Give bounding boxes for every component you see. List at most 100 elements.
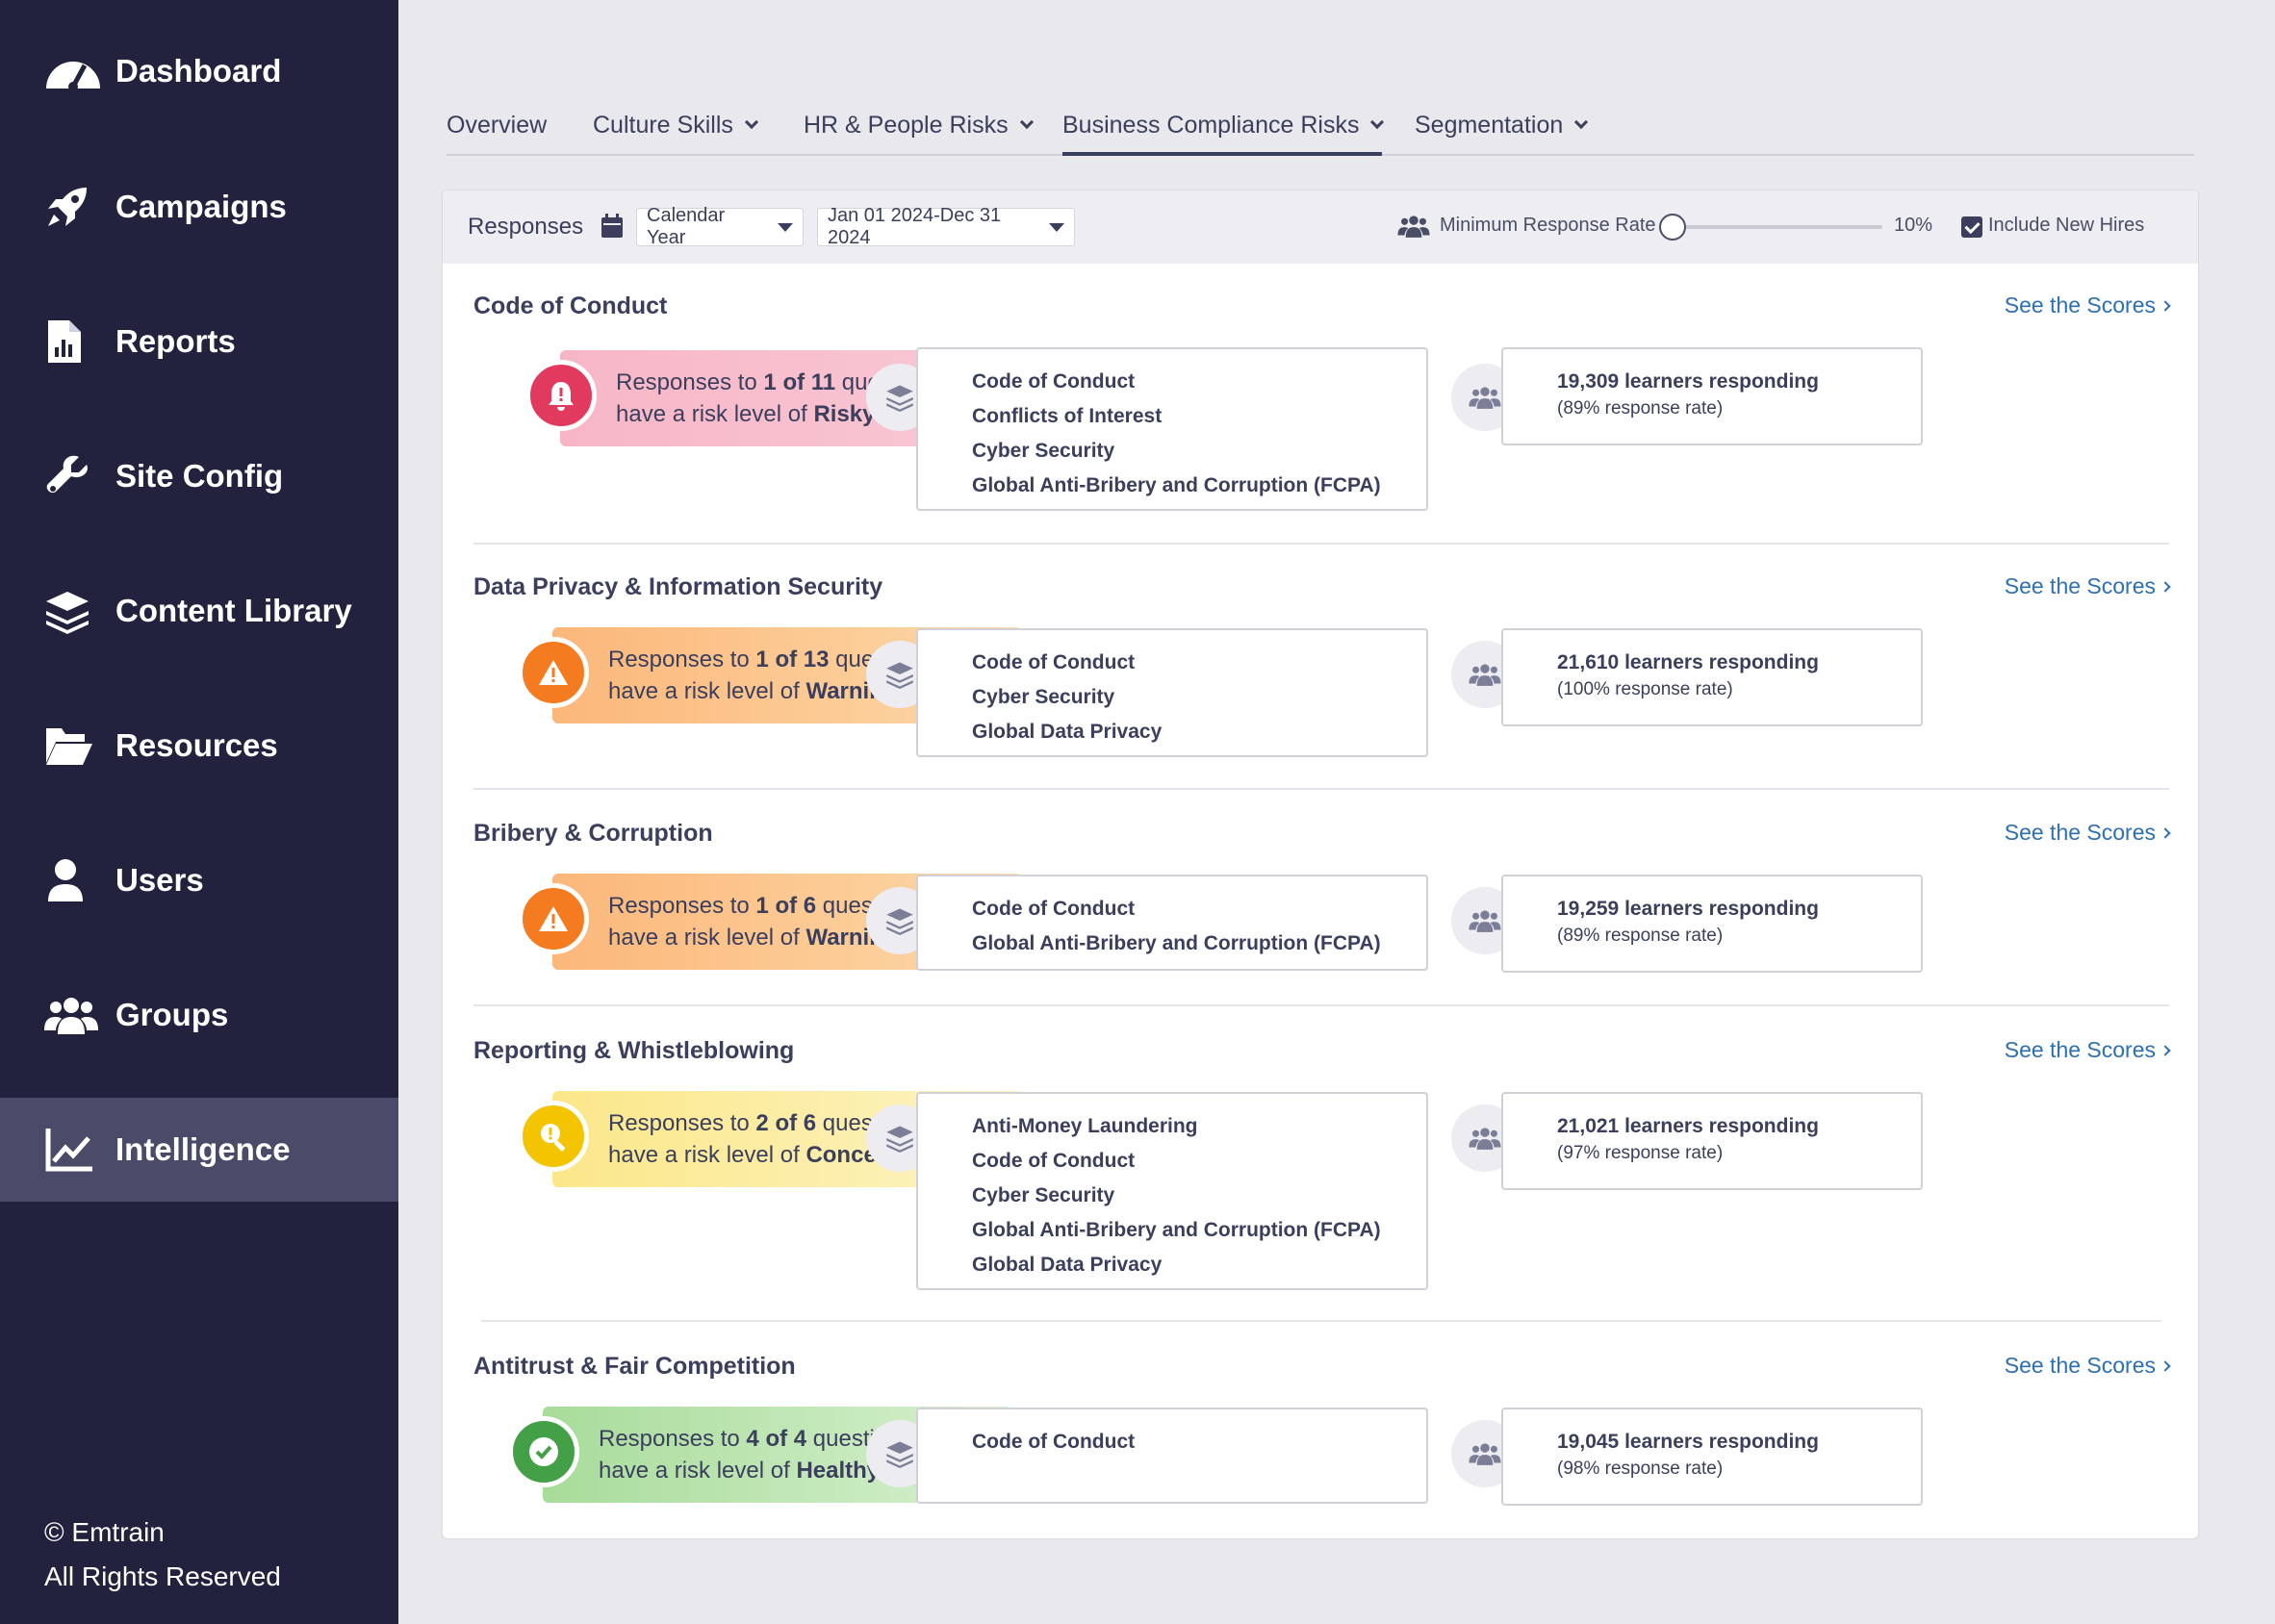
chevron-right-icon — [2160, 826, 2171, 839]
chevron-down-icon — [1574, 114, 1589, 130]
sidebar-item-reports[interactable]: Reports — [0, 290, 398, 393]
users-group-icon — [44, 989, 102, 1041]
search-magnifier-icon — [518, 1101, 589, 1172]
chevron-down-icon — [1370, 114, 1385, 130]
sidebar-item-site-config[interactable]: Site Config — [0, 424, 398, 528]
courses-card: Code of Conduct — [916, 1408, 1428, 1504]
section-title: Data Privacy & Information Security — [473, 573, 883, 600]
course-list: Code of Conduct Global Anti-Bribery and C… — [972, 898, 1381, 954]
include-new-hires-checkbox[interactable] — [1961, 216, 1982, 238]
tab-overview[interactable]: Overview — [447, 112, 548, 139]
see-scores-link[interactable]: See the Scores — [2005, 292, 2171, 318]
date-range-select[interactable]: Jan 01 2024-Dec 31 2024 — [817, 205, 1075, 248]
sidebar-item-groups[interactable]: Groups — [0, 963, 398, 1067]
sidebar-item-content-library[interactable]: Content Library — [0, 559, 398, 663]
sidebar-item-label: Users — [115, 862, 204, 898]
section-divider — [473, 788, 2169, 790]
sidebar-item-label: Dashboard — [115, 53, 282, 89]
filter-bar: Responses Calendar Year Jan 01 2024-Dec … — [443, 190, 2198, 264]
course-list: Code of Conduct Cyber Security Global Data… — [972, 651, 1163, 743]
course-list: Anti-Money Laundering Code of Conduct Cybe… — [972, 1115, 1381, 1276]
users-group-icon — [1397, 214, 1430, 239]
learners-card: 19,259 learners responding (89% response … — [1501, 875, 1923, 973]
compliance-panel: Responses Calendar Year Jan 01 2024-Dec … — [442, 190, 2199, 1539]
section-title: Reporting & Whistleblowing — [473, 1037, 795, 1064]
sidebar-item-campaigns[interactable]: Campaigns — [0, 155, 398, 259]
min-response-rate-label: Minimum Response Rate — [1440, 215, 1656, 236]
sidebar-item-label: Reports — [115, 323, 236, 359]
report-file-icon — [44, 316, 102, 368]
tab-segmentation[interactable]: Segmentation — [1415, 112, 1589, 156]
course-list: Code of Conduct — [972, 1431, 1136, 1453]
alarm-bell-icon — [525, 360, 597, 431]
tab-hr-people-risks[interactable]: HR & People Risks — [804, 112, 1034, 156]
courses-card: Code of Conduct Cyber Security Global Data… — [916, 628, 1428, 757]
section-title: Bribery & Corruption — [473, 820, 713, 847]
risk-section-code-of-conduct: Code of Conduct See the Scores Responses… — [473, 292, 2171, 511]
risk-section-reporting-whistleblowing: Reporting & Whistleblowing See the Score… — [473, 1037, 2171, 1316]
learners-count: 19,259 learners responding — [1557, 898, 1819, 920]
layers-icon — [44, 585, 102, 637]
sidebar-item-label: Groups — [115, 997, 229, 1032]
chevron-down-icon — [744, 114, 758, 130]
caret-down-icon — [778, 222, 793, 232]
chevron-right-icon — [2160, 580, 2171, 593]
see-scores-link[interactable]: See the Scores — [2005, 1037, 2171, 1063]
section-title: Code of Conduct — [473, 292, 668, 319]
course-list: Code of Conduct Conflicts of Interest Cybe… — [972, 370, 1381, 496]
warning-triangle-icon — [518, 883, 589, 954]
learners-card: 19,309 learners responding (89% response … — [1501, 347, 1923, 445]
folder-open-icon — [44, 720, 102, 772]
learners-count: 19,045 learners responding — [1557, 1431, 1819, 1453]
see-scores-link[interactable]: See the Scores — [2005, 1353, 2171, 1379]
tab-culture-skills[interactable]: Culture Skills — [593, 112, 758, 156]
copyright: © Emtrain All Rights Reserved — [44, 1517, 281, 1591]
responses-label: Responses — [468, 214, 584, 240]
tab-business-compliance-risks[interactable]: Business Compliance Risks — [1062, 112, 1385, 156]
user-icon — [44, 854, 102, 906]
response-rate: (100% response rate) — [1557, 679, 1733, 699]
include-new-hires-label[interactable]: Include New Hires — [1988, 215, 2145, 236]
sidebar-item-intelligence[interactable]: Intelligence — [0, 1098, 398, 1202]
sidebar-item-dashboard[interactable]: Dashboard — [0, 19, 398, 123]
section-title: Antitrust & Fair Competition — [473, 1353, 796, 1380]
see-scores-link[interactable]: See the Scores — [2005, 573, 2171, 599]
learners-card: 21,610 learners responding (100% response… — [1501, 628, 1923, 726]
response-rate: (89% response rate) — [1557, 398, 1724, 419]
section-divider — [481, 1320, 2161, 1322]
calendar-icon — [601, 214, 624, 239]
tab-bar: Overview Culture Skills HR & People Risk… — [447, 104, 2194, 156]
chevron-right-icon — [2160, 1359, 2171, 1372]
sidebar-item-label: Intelligence — [115, 1131, 291, 1167]
courses-card: Code of Conduct Global Anti-Bribery and C… — [916, 875, 1428, 971]
chevron-right-icon — [2160, 299, 2171, 312]
chevron-down-icon — [1019, 114, 1034, 130]
sidebar-item-label: Resources — [115, 727, 278, 763]
sidebar-item-label: Site Config — [115, 458, 284, 494]
sidebar-item-resources[interactable]: Resources — [0, 694, 398, 798]
risk-section-antitrust: Antitrust & Fair Competition See the Sco… — [473, 1353, 2171, 1526]
section-divider — [473, 1004, 2169, 1006]
sidebar-item-label: Campaigns — [115, 189, 287, 224]
courses-card: Anti-Money Laundering Code of Conduct Cybe… — [916, 1092, 1428, 1290]
dashboard-gauge-icon — [44, 45, 102, 97]
learners-card: 21,021 learners responding (97% response … — [1501, 1092, 1923, 1190]
caret-down-icon — [1049, 222, 1064, 232]
sidebar-item-label: Content Library — [115, 593, 352, 628]
section-divider — [473, 543, 2169, 545]
min-response-rate-slider-track[interactable] — [1673, 225, 1882, 229]
risk-section-bribery-corruption: Bribery & Corruption See the Scores Resp… — [473, 820, 2171, 993]
learners-count: 21,021 learners responding — [1557, 1115, 1819, 1137]
courses-card: Code of Conduct Conflicts of Interest Cybe… — [916, 347, 1428, 511]
see-scores-link[interactable]: See the Scores — [2005, 820, 2171, 846]
min-response-rate-value: 10% — [1894, 215, 1933, 236]
risk-section-data-privacy: Data Privacy & Information Security See … — [473, 573, 2171, 766]
period-select[interactable]: Calendar Year — [636, 205, 804, 248]
warning-triangle-icon — [518, 637, 589, 708]
learners-count: 21,610 learners responding — [1557, 651, 1819, 673]
sidebar: Dashboard Campaigns Reports Site Config … — [0, 0, 398, 1624]
chevron-right-icon — [2160, 1044, 2171, 1056]
response-rate: (97% response rate) — [1557, 1143, 1724, 1163]
min-response-rate-slider-handle[interactable] — [1659, 214, 1686, 241]
sidebar-item-users[interactable]: Users — [0, 828, 398, 932]
